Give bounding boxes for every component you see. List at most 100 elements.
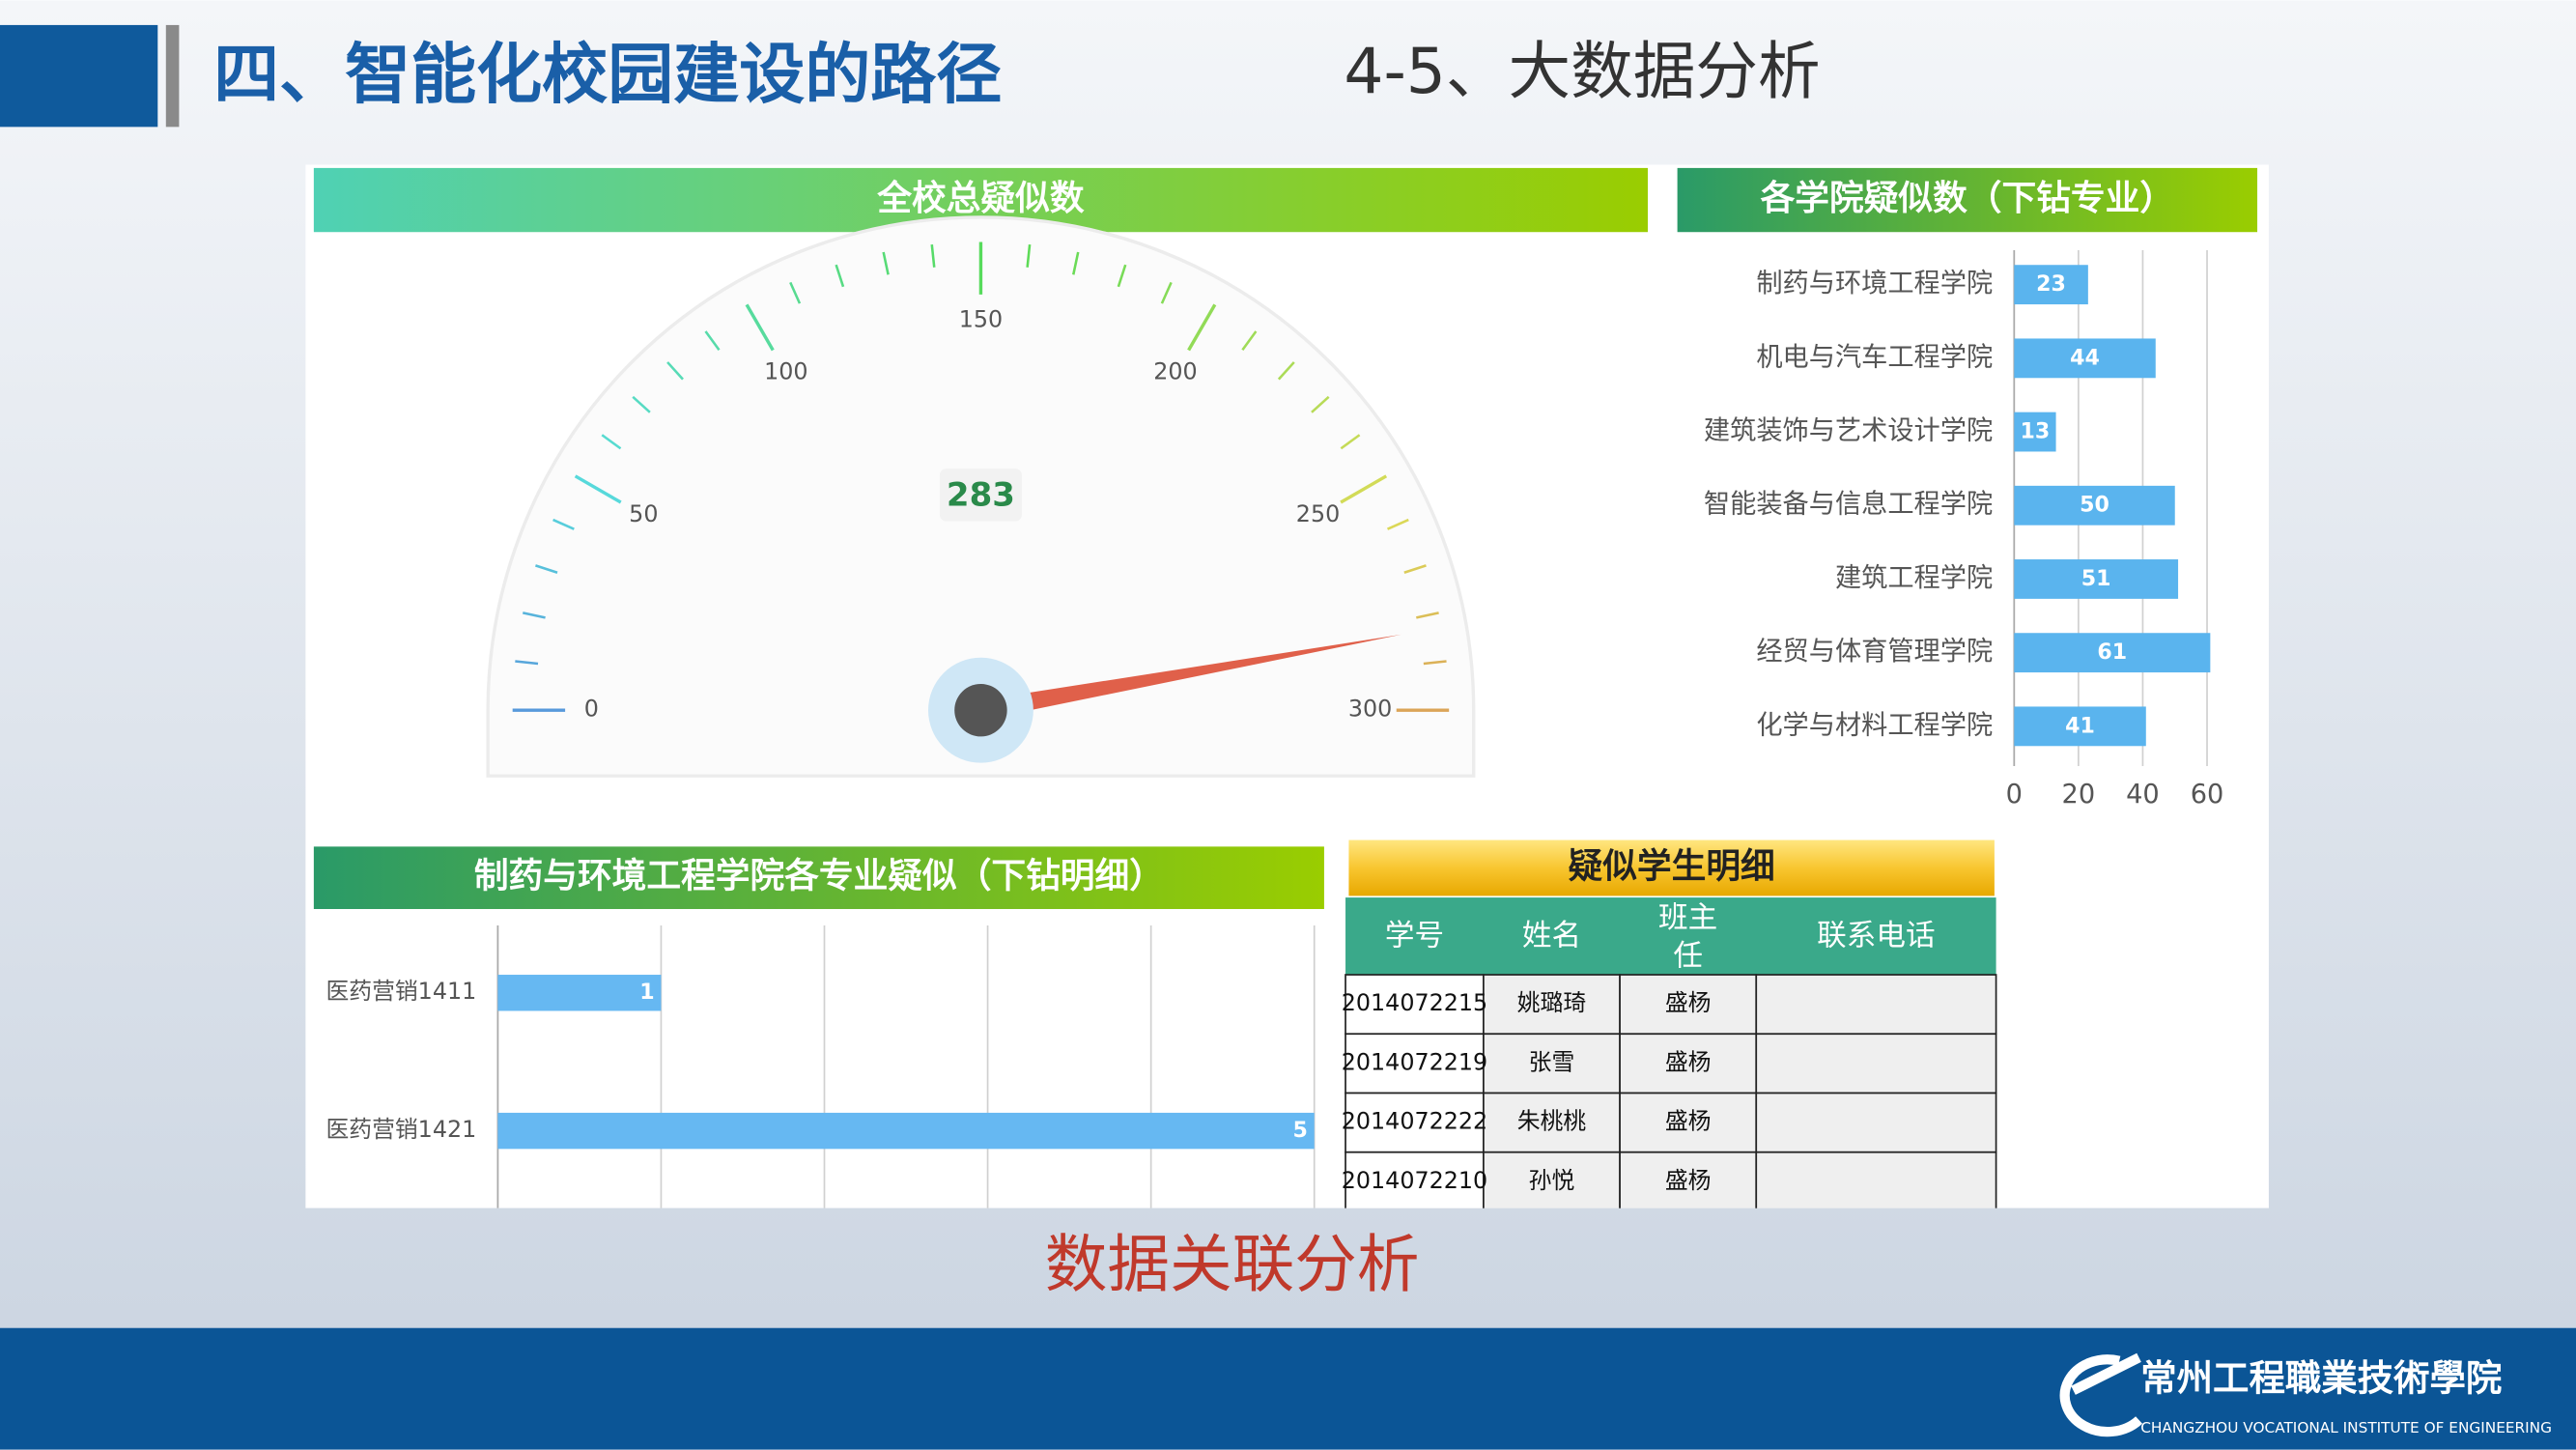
- bar-value-label: 50: [2080, 493, 2109, 518]
- gauge-minor-tick: [1311, 395, 1330, 413]
- table-column-header: 联系电话: [1817, 919, 1935, 952]
- chart-title-bar: [1348, 839, 1995, 896]
- school-name-en: CHANGZHOU VOCATIONAL INSTITUTE OF ENGINE…: [2140, 1419, 2552, 1436]
- header-subtitle: 4-5、大数据分析: [1344, 36, 1820, 108]
- table-column-header: 学号: [1385, 919, 1444, 952]
- gauge-minor-tick: [835, 264, 845, 288]
- table-cell-text: 2014072210: [1342, 1167, 1487, 1194]
- gauge-value-box: [939, 469, 1022, 522]
- table-cell: [1483, 1151, 1621, 1208]
- bar: [2014, 338, 2156, 379]
- gauge-tick-label: 100: [764, 358, 807, 385]
- y-tick-label: 化学与材料工程学院: [1756, 710, 1993, 740]
- gauge-minor-tick: [523, 611, 546, 619]
- y-tick-label: 经贸与体育管理学院: [1756, 637, 1993, 667]
- y-tick-label: 建筑装饰与艺术设计学院: [1704, 416, 1993, 446]
- bar: [2014, 265, 2088, 305]
- bar: [2014, 706, 2146, 747]
- gauge-major-tick: [574, 474, 622, 504]
- gauge-major-tick: [745, 303, 775, 352]
- bar: [2014, 633, 2211, 673]
- bar: [497, 1112, 1315, 1150]
- bar-value-label: 23: [2036, 271, 2066, 297]
- gauge-minor-tick: [1160, 281, 1173, 304]
- table-cell-text: 2014072219: [1342, 1048, 1487, 1075]
- y-tick-label: 建筑工程学院: [1835, 563, 1993, 593]
- footer: [0, 1327, 2576, 1450]
- table-cell-text: 盛杨: [1665, 1108, 1712, 1135]
- table-cell-text: 盛杨: [1665, 989, 1712, 1016]
- gauge-tick-label: 200: [1153, 358, 1197, 385]
- table-cell-text: 孙悦: [1529, 1167, 1575, 1194]
- bar: [2014, 559, 2179, 599]
- gauge-hub: [954, 683, 1007, 737]
- gauge-tick-label: 0: [584, 696, 599, 723]
- gauge-minor-tick: [1117, 264, 1127, 288]
- gauge-minor-tick: [632, 395, 651, 413]
- y-tick-label: 医药营销1421: [326, 1116, 477, 1143]
- y-tick-label: 机电与汽车工程学院: [1756, 342, 1993, 372]
- gauge-minor-tick: [1026, 243, 1032, 268]
- bar: [2014, 412, 2056, 452]
- y-tick-label: 智能装备与信息工程学院: [1704, 490, 1993, 520]
- header-block: [0, 24, 158, 128]
- gauge-minor-tick: [1403, 564, 1427, 574]
- chart-title: 全校总疑似数: [876, 179, 1085, 218]
- gauge-minor-tick: [601, 434, 622, 450]
- gauge-tick-label: 300: [1348, 696, 1392, 723]
- gauge-major-tick: [1187, 303, 1217, 352]
- x-tick-label: 60: [2191, 780, 2224, 810]
- table-cell: [1483, 974, 1621, 1036]
- gauge-minor-tick: [1423, 660, 1447, 666]
- table-cell: [1755, 974, 1997, 1036]
- bar: [497, 975, 662, 1011]
- header-title: 四、智能化校园建设的路径: [213, 38, 1002, 114]
- gauge-minor-tick: [666, 361, 684, 381]
- gauge-minor-tick: [704, 330, 721, 352]
- dashboard: 全校总疑似数050100150200250300283各学院疑似数（下钻专业）0…: [313, 167, 2258, 1208]
- y-tick-label: 制药与环境工程学院: [1756, 269, 1993, 299]
- gauge-minor-tick: [789, 281, 802, 304]
- gauge-needle: [978, 634, 1401, 721]
- table-header: [1345, 897, 1996, 976]
- chart-title: 疑似学生明细: [1569, 846, 1775, 886]
- gauge-minor-tick: [1241, 330, 1258, 352]
- table-column-header: 班主任: [1658, 901, 1717, 973]
- gauge-major-tick: [1340, 474, 1388, 504]
- table-cell-text: 朱桃桃: [1517, 1108, 1587, 1135]
- bar-value-label: 13: [2021, 419, 2051, 444]
- table-cell: [1755, 1151, 1997, 1208]
- gauge-tick-label: 250: [1296, 500, 1340, 527]
- bar-value-label: 51: [2081, 566, 2111, 591]
- chart-title-bar: [1677, 167, 2258, 233]
- gauge-minor-tick: [1277, 361, 1295, 381]
- caption: 数据关联分析: [1045, 1229, 1420, 1301]
- table-cell-text: 2014072215: [1342, 989, 1487, 1016]
- table-cell-text: 2014072222: [1342, 1108, 1487, 1135]
- bar-value-label: 1: [639, 980, 654, 1005]
- table-cell: [1755, 1092, 1997, 1153]
- gauge-minor-tick: [1072, 251, 1080, 275]
- bar-value-label: 44: [2070, 345, 2100, 370]
- table-cell: [1345, 1092, 1485, 1153]
- bar: [2014, 485, 2175, 526]
- table-cell: [1755, 1033, 1997, 1095]
- header-bar: [165, 24, 180, 128]
- table-cell-text: 盛杨: [1665, 1048, 1712, 1075]
- table-cell-text: 张雪: [1529, 1048, 1575, 1075]
- table-cell: [1483, 1092, 1621, 1153]
- bar-value-label: 41: [2065, 713, 2095, 738]
- gauge-minor-tick: [930, 243, 936, 268]
- table-cell: [1345, 1033, 1485, 1095]
- table-cell-text: 盛杨: [1665, 1167, 1712, 1194]
- gauge-value: 283: [947, 476, 1015, 515]
- y-tick-label: 医药营销1411: [326, 978, 477, 1005]
- x-tick-label: 40: [2126, 780, 2160, 810]
- school-logo: [2059, 1352, 2143, 1437]
- table-cell: [1345, 1151, 1485, 1208]
- gauge-minor-tick: [1387, 518, 1409, 530]
- table-column-header: 姓名: [1522, 919, 1581, 952]
- chart-title: 各学院疑似数（下钻专业）: [1761, 179, 2174, 218]
